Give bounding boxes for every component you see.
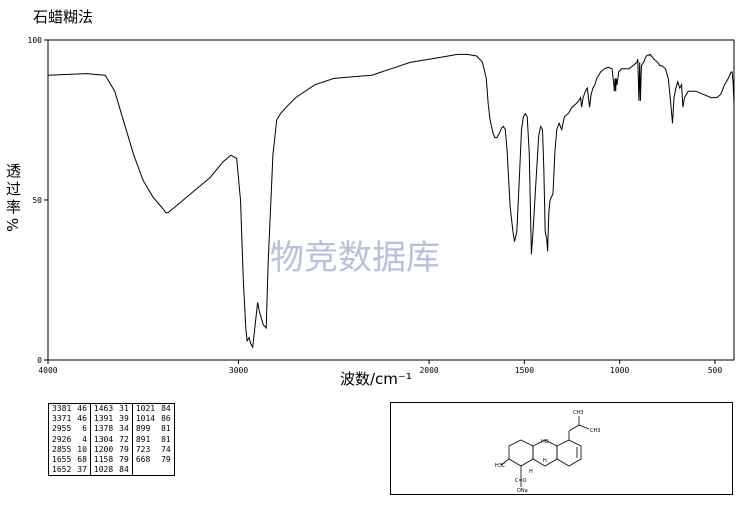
peak-wavenumber: 1158 [93,455,114,465]
peak-table-row: 2955 6 1378 34 899 81 [49,424,175,435]
structure-label: HO [541,439,549,445]
chart-title: 石蜡糊法 [33,8,94,26]
x-tick-label: 2000 [419,366,438,375]
peak-wavenumber: 3381 [52,404,72,413]
y-axis-label-char: 过 [6,180,21,198]
x-tick-label: 4000 [38,366,57,375]
x-tick-label: 500 [708,366,723,375]
y-axis-label: 透 过 率 % [4,162,22,232]
peak-wavenumber: 1021 [135,404,156,413]
peak-transmittance: 34 [116,424,133,435]
peak-transmittance: 84 [161,404,171,413]
peak-transmittance: 81 [161,434,171,444]
ring-a [508,439,534,467]
peak-table-row: 2926 4 1304 72 891 81 [49,434,175,445]
structure-label: H [529,469,533,475]
peak-transmittance: 72 [116,434,133,445]
y-tick-label: 0 [37,356,42,365]
y-axis-label-char: % [4,218,22,232]
peak-transmittance: 74 [161,444,171,454]
ring-c [556,439,582,467]
structure-label: CH3 [590,428,600,434]
peak-wavenumber: 3371 [52,414,72,424]
y-axis-label-char: 透 [6,162,21,180]
y-tick-label: 100 [28,36,43,45]
peak-transmittance: 39 [116,414,133,425]
peak-transmittance: 79 [116,455,133,466]
peak-table-row: 1652 37 1028 84 [49,465,175,476]
watermark-text: 物竞数据库 [270,238,440,278]
x-tick-label: 1000 [610,366,629,375]
peak-transmittance: 6 [74,424,91,435]
structure-label: ONa [517,488,528,494]
peak-wavenumber: 1378 [93,424,114,434]
peak-table-row: 1655 68 1158 79 668 79 [49,455,175,466]
peak-wavenumber: 1014 [135,414,156,424]
peak-transmittance: 86 [161,414,171,424]
peak-transmittance: 46 [74,403,91,415]
peak-table-row: 3371 46 1391 39 1014 86 [49,414,175,425]
peak-wavenumber: 2955 [52,424,72,434]
peak-wavenumber: 2926 [52,434,72,444]
structure-diagram: CH3 CH3 HO H3C H H C=O ONa [495,410,600,494]
peak-transmittance: 84 [116,465,133,476]
x-axis-label: 波数/cm⁻¹ [340,370,412,388]
x-tick-label: 1500 [515,366,534,375]
peak-wavenumber: 723 [135,444,151,454]
structure-label: CH3 [573,410,583,416]
peak-transmittance: 46 [74,414,91,425]
peak-transmittance: 81 [161,424,171,434]
peak-transmittance: 37 [74,465,91,476]
peak-transmittance: 79 [116,444,133,456]
peak-transmittance: 79 [161,455,171,465]
structure-label: H [543,458,547,464]
peak-wavenumber: 1304 [93,434,114,444]
peak-wavenumber: 1655 [52,455,72,465]
peak-transmittance: 31 [116,403,133,415]
peak-wavenumber: 899 [135,424,151,434]
peak-wavenumber: 1652 [52,465,72,475]
structure-label: H3C [495,463,506,469]
peak-wavenumber [132,465,158,476]
structure-label: C=O [515,478,527,484]
peak-transmittance [158,465,174,476]
structure-box: CH3 CH3 HO H3C H H C=O ONa [390,402,733,495]
y-tick-label: 50 [32,196,42,205]
peak-wavenumber: 668 [135,455,151,465]
plot-area-frame [47,39,735,361]
ir-spectrum-chart: 4000 3000 2000 1500 1000 500 0 50 100 物竞数据库 波数/c… [4,36,735,388]
peak-wavenumber: 1028 [93,465,114,475]
peak-wavenumber: 1200 [93,444,114,454]
x-tick-label: 3000 [229,366,248,375]
spectrum-line [47,53,735,349]
peak-table-row: 2855 10 1200 79 723 74 [49,444,175,456]
peak-wavenumber: 891 [135,434,151,444]
peak-wavenumber: 1463 [93,404,114,413]
peak-transmittance: 4 [74,434,91,445]
peak-transmittance: 68 [74,455,91,466]
peak-table: 3381 46 1463 31 1021 84 3371 46 1391 39 1014 86 2955… [48,403,175,477]
y-axis-label-char: 率 [6,198,21,216]
peak-transmittance: 10 [74,444,91,456]
peak-wavenumber: 1391 [93,414,114,424]
peak-table-row: 3381 46 1463 31 1021 84 [49,403,175,415]
peak-wavenumber: 2855 [52,444,72,454]
